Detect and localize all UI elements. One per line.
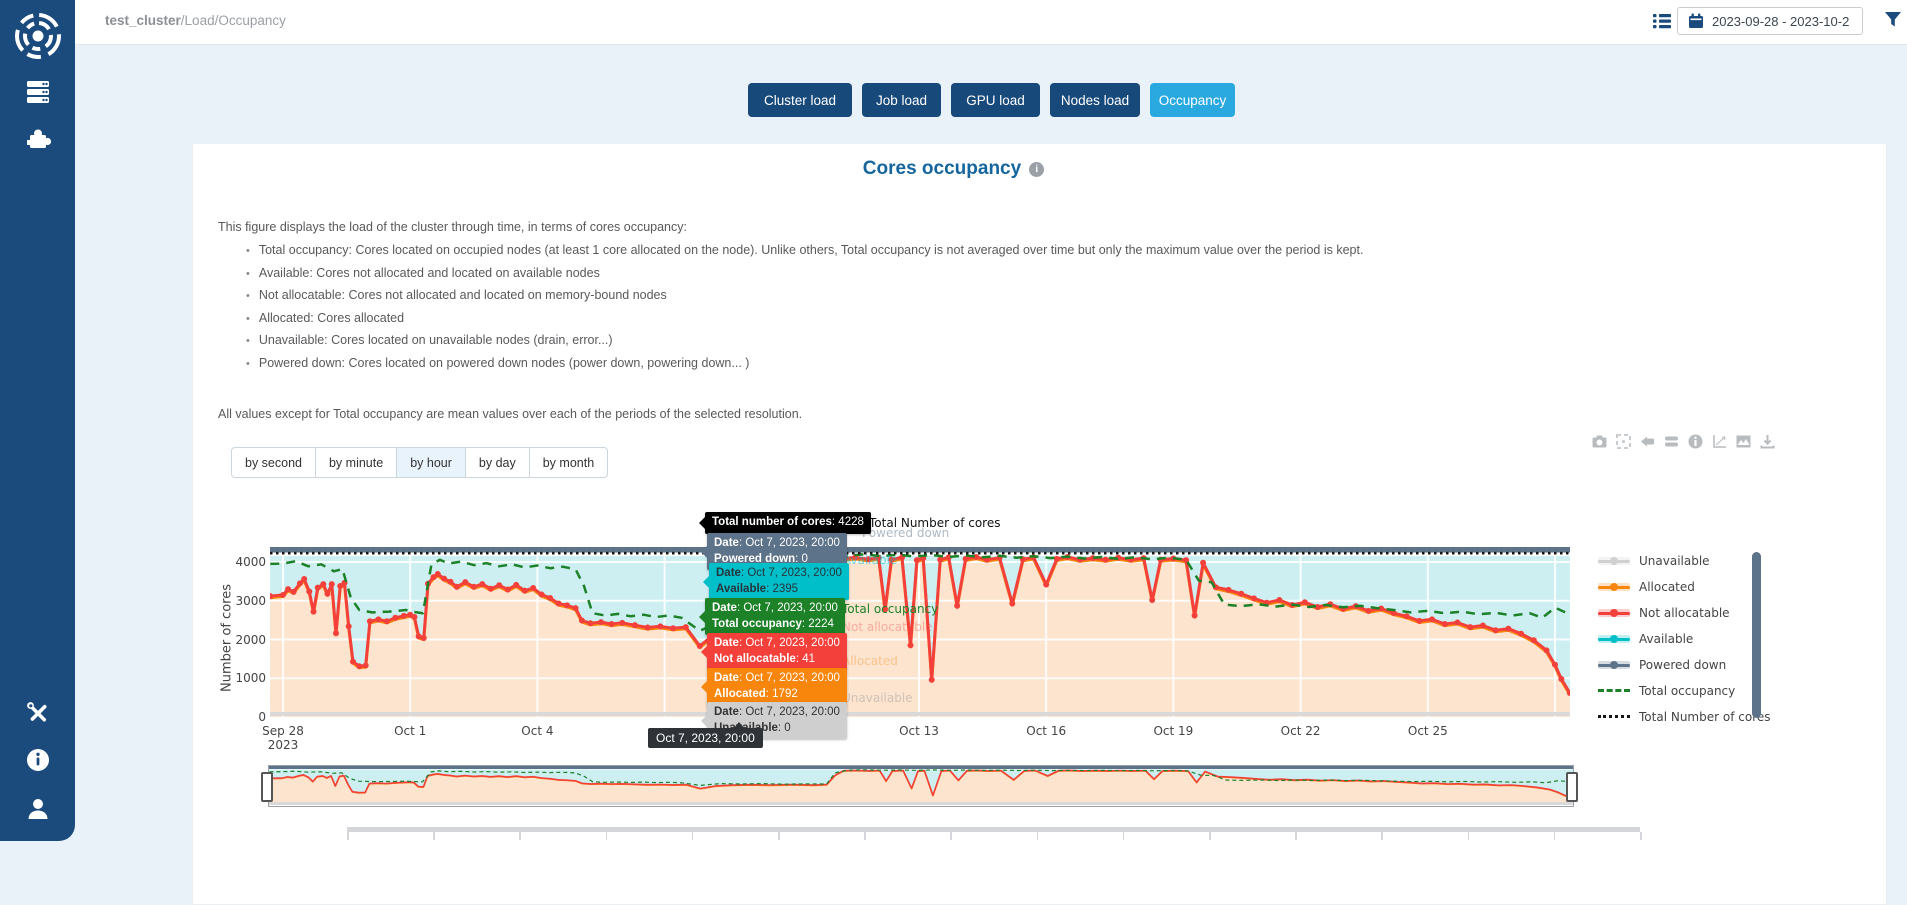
range-slider-left-handle[interactable] [261, 772, 273, 802]
axes-icon[interactable] [1712, 434, 1727, 449]
footnote-text: All values except for Total occupancy ar… [218, 406, 803, 421]
tab-job-load[interactable]: Job load [862, 83, 941, 117]
resolution-by-hour[interactable]: by hour [397, 447, 466, 478]
bullet-unavailable: Unavailable: Cores located on unavailabl… [246, 333, 613, 347]
bullet-powered-down: Powered down: Cores located on powered d… [246, 356, 750, 370]
racks-icon[interactable] [24, 78, 52, 111]
user-icon[interactable] [25, 796, 51, 827]
calendar-icon [1689, 13, 1703, 28]
legend-item-powered-down[interactable]: Powered down [1598, 652, 1770, 678]
resolution-by-day[interactable]: by day [465, 447, 530, 478]
bullet-allocated: Allocated: Cores allocated [246, 311, 404, 325]
stack-icon[interactable] [1664, 434, 1679, 449]
intro-text: This figure displays the load of the clu… [218, 219, 687, 234]
chart-legend: Unavailable Allocated Not allocatable Av… [1598, 548, 1770, 730]
tab-nodes-load[interactable]: Nodes load [1050, 83, 1140, 117]
chart-modebar [1592, 434, 1775, 449]
bullet-not-allocatable: Not allocatable: Cores not allocated and… [246, 288, 667, 302]
sidebar [0, 0, 75, 841]
legend-scrollbar[interactable] [1752, 552, 1761, 718]
camera-icon[interactable] [1592, 434, 1607, 449]
app-root: test_cluster/Load/Occupancy 2023-09-28 -… [0, 0, 1907, 841]
date-range-picker[interactable]: 2023-09-28 - 2023-10-2 [1677, 7, 1863, 35]
top-header: test_cluster/Load/Occupancy 2023-09-28 -… [75, 0, 1907, 45]
settings-tools-icon[interactable] [25, 700, 51, 731]
resolution-by-second[interactable]: by second [231, 447, 316, 478]
info-circle-icon[interactable] [1688, 434, 1703, 449]
breadcrumb-cluster: test_cluster [105, 13, 181, 28]
title-row: Cores occupancy i [0, 158, 1907, 180]
download-icon[interactable] [1760, 434, 1775, 449]
legend-item-total-cores[interactable]: Total Number of cores [1598, 704, 1770, 730]
legend-item-total-occupancy[interactable]: Total occupancy [1598, 678, 1770, 704]
bullet-available: Available: Cores not allocated and locat… [246, 266, 600, 280]
legend-item-not-allocatable[interactable]: Not allocatable [1598, 600, 1770, 626]
eraser-icon[interactable] [1640, 434, 1655, 449]
tab-occupancy[interactable]: Occupancy [1150, 83, 1235, 117]
resolution-by-month[interactable]: by month [529, 447, 609, 478]
occupancy-chart-svg[interactable] [270, 547, 1570, 725]
legend-item-available[interactable]: Available [1598, 626, 1770, 652]
breadcrumb-path: /Load/Occupancy [180, 13, 286, 28]
resolution-button-group: by second by minute by hour by day by mo… [231, 447, 609, 478]
info-icon[interactable] [26, 748, 50, 777]
expand-icon[interactable] [1616, 434, 1631, 449]
plugins-puzzle-icon[interactable] [24, 124, 52, 157]
list-menu-icon[interactable] [1651, 10, 1673, 37]
page-title: Cores occupancy [862, 158, 1022, 179]
breadcrumb: test_cluster/Load/Occupancy [105, 13, 286, 28]
title-info-icon[interactable]: i [1029, 162, 1045, 177]
legend-item-allocated[interactable]: Allocated [1598, 574, 1770, 600]
date-range-value: 2023-09-28 - 2023-10-2 [1712, 13, 1850, 29]
chart-image-icon[interactable] [1736, 434, 1751, 449]
tab-cluster-load[interactable]: Cluster load [748, 83, 852, 117]
legend-item-unavailable[interactable]: Unavailable [1598, 548, 1770, 574]
tab-gpu-load[interactable]: GPU load [951, 83, 1040, 117]
filter-icon[interactable] [1883, 10, 1903, 35]
bullet-total-occupancy: Total occupancy: Cores located on occupi… [246, 243, 1364, 257]
range-slider-right-handle[interactable] [1566, 772, 1578, 802]
logo-glyph [14, 13, 61, 59]
app-logo-icon[interactable] [12, 10, 64, 67]
resolution-by-minute[interactable]: by minute [315, 447, 398, 478]
range-slider-chart[interactable] [268, 765, 1574, 807]
